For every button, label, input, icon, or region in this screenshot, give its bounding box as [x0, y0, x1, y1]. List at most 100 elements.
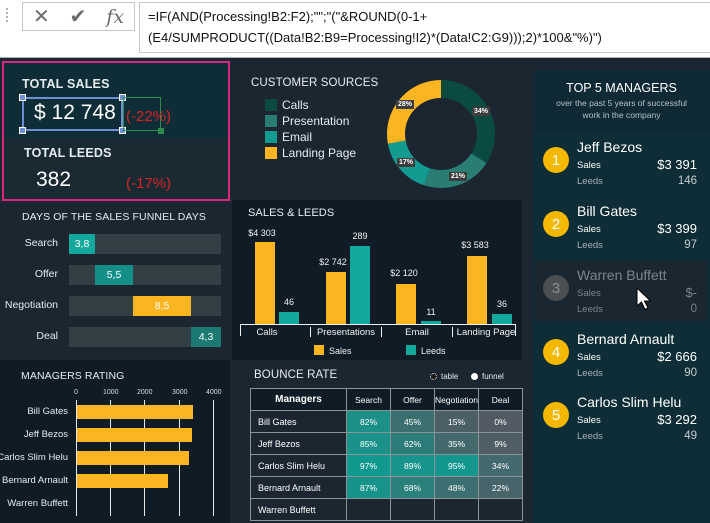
x-axis	[240, 324, 516, 325]
table-cell[interactable]: 62%	[390, 432, 435, 455]
rating-name: Jeff Bezos	[23, 429, 68, 440]
legend-label: Email	[282, 130, 313, 144]
table-cell[interactable]	[346, 498, 391, 521]
bar-sales-calls	[255, 242, 275, 324]
table-cell[interactable]: 95%	[433, 454, 480, 477]
sales-leeds-plot	[232, 200, 522, 324]
grip-handle[interactable]	[6, 8, 8, 22]
table-row: Carlos Slim Helu 97% 89% 95% 34%	[250, 454, 524, 477]
table-cell[interactable]: 35%	[433, 432, 480, 455]
bar-leeds-email	[421, 321, 441, 324]
table-cell[interactable]: Warren Buffett	[250, 498, 347, 521]
axis-tick: 1000	[103, 389, 119, 396]
total-sales-change: (-22%)	[126, 108, 172, 125]
table-cell[interactable]: Bill Gates	[250, 410, 347, 433]
table-cell[interactable]: 34%	[478, 454, 524, 477]
table-cell[interactable]: 0%	[478, 410, 524, 433]
top5-subtitle: work in the company	[582, 110, 661, 120]
column-header: Search	[346, 388, 391, 411]
leeds-value: 97	[684, 239, 697, 251]
leeds-label: Leeds	[577, 240, 603, 251]
table-cell[interactable]: 48%	[433, 476, 480, 499]
funnel-title: DAYS OF THE SALES FUNNEL DAYS	[22, 211, 206, 223]
radio-icon[interactable]	[471, 373, 478, 380]
manager-card-3[interactable]: 3 Warren Buffett Sales Leeds $- 0	[535, 261, 707, 321]
table-cell[interactable]: 15%	[433, 410, 480, 433]
leeds-label: Leeds	[577, 368, 603, 379]
legend-item-landing-page: Landing Page	[265, 146, 356, 160]
axis-tick: 3000	[172, 389, 188, 396]
rating-name: Bernard Arnault	[1, 475, 68, 486]
rank-badge: 2	[543, 211, 569, 237]
manager-card-1[interactable]: 1 Jeff Bezos Sales Leeds $3 391 146	[535, 133, 707, 193]
formula-bar: ✕ ✔ fx =IF(AND(Processing!B2:F2);"";"("&…	[0, 0, 710, 58]
selection-handle[interactable]	[19, 94, 26, 101]
table-cell[interactable]: 97%	[346, 454, 391, 477]
table-cell[interactable]	[433, 498, 480, 521]
column-header: Offer	[390, 388, 435, 411]
bar-sales-landing-page	[467, 256, 487, 324]
active-cell-outline[interactable]	[123, 97, 164, 134]
table-cell[interactable]: 89%	[390, 454, 435, 477]
table-cell[interactable]: Carlos Slim Helu	[250, 454, 347, 477]
table-cell[interactable]: 9%	[478, 432, 524, 455]
legend-label: Presentation	[282, 114, 350, 128]
table-cell[interactable]: 22%	[478, 476, 524, 499]
top5-subtitle: over the past 5 years of successful	[556, 98, 687, 108]
legend-item-email: Email	[265, 130, 312, 144]
bar-leeds-presentations	[350, 246, 370, 324]
total-sales-label: TOTAL SALES	[22, 77, 110, 91]
sales-label: Sales	[577, 352, 601, 363]
table-row: Bill Gates 82% 45% 15% 0%	[250, 410, 524, 433]
funnel-bar: 8,5	[133, 296, 191, 316]
funnel-row-label: Deal	[36, 330, 58, 342]
axis-tick	[515, 324, 516, 336]
manager-name: Bernard Arnault	[577, 331, 675, 347]
formula-buttons: ✕ ✔ fx	[22, 2, 135, 31]
cancel-x-icon[interactable]: ✕	[32, 6, 50, 28]
column-header: Deal	[478, 388, 524, 411]
legend-label-sales: Sales	[329, 346, 352, 356]
data-label: $4 303	[248, 228, 276, 238]
table-cell[interactable]: 45%	[390, 410, 435, 433]
legend-swatch-leeds	[406, 345, 416, 355]
manager-card-2[interactable]: 2 Bill Gates Sales Leeds $3 399 97	[535, 197, 707, 257]
bounce-rate-table: Managers Search Offer Negotiation Deal B…	[250, 388, 524, 521]
table-cell[interactable]: Bernard Arnault	[250, 476, 347, 499]
customer-sources-panel: CUSTOMER SOURCES Calls Presentation Emai…	[240, 62, 530, 197]
radio-icon[interactable]	[430, 373, 437, 380]
funnel-bar: 4,3	[191, 327, 221, 347]
table-row: Warren Buffett	[250, 498, 524, 521]
data-label: $2 120	[390, 268, 418, 278]
insert-function-icon[interactable]: fx	[106, 5, 125, 28]
table-cell[interactable]: 87%	[346, 476, 391, 499]
table-cell[interactable]: Jeff Bezos	[250, 432, 347, 455]
legend-swatch	[265, 131, 277, 143]
manager-card-4[interactable]: 4 Bernard Arnault Sales Leeds $2 666 90	[535, 325, 707, 385]
table-cell[interactable]: 68%	[390, 476, 435, 499]
funnel-bar: 5,5	[95, 265, 133, 285]
gridline	[213, 400, 214, 516]
legend-item-calls: Calls	[265, 98, 309, 112]
selection-handle[interactable]	[19, 127, 26, 134]
enter-checkmark-icon[interactable]: ✔	[69, 6, 87, 28]
managers-rating-title: MANAGERS RATING	[21, 370, 125, 382]
manager-card-5[interactable]: 5 Carlos Slim Helu Sales Leeds $3 292 49	[535, 388, 707, 448]
funnel-row-offer: Offer 5,5	[0, 265, 230, 285]
radio-funnel[interactable]: funnel	[471, 372, 504, 381]
axis-tick	[310, 327, 311, 337]
rating-name: Bill Gates	[27, 406, 68, 417]
bar-leeds-landing-page	[492, 314, 512, 324]
column-header: Managers	[250, 388, 347, 411]
sales-funnel-panel: DAYS OF THE SALES FUNNEL DAYS Search 3,8…	[0, 205, 230, 358]
rank-badge: 4	[543, 339, 569, 365]
radio-table[interactable]: table	[430, 372, 458, 381]
sales-leeds-title: SALES & LEEDS	[248, 207, 335, 219]
total-leeds-value: 382	[36, 168, 72, 191]
table-cell[interactable]	[478, 498, 524, 521]
table-cell[interactable]: 85%	[346, 432, 391, 455]
formula-input[interactable]: =IF(AND(Processing!B2:F2);"";"("&ROUND(0…	[139, 2, 710, 53]
table-cell[interactable]	[390, 498, 435, 521]
table-cell[interactable]: 82%	[346, 410, 391, 433]
